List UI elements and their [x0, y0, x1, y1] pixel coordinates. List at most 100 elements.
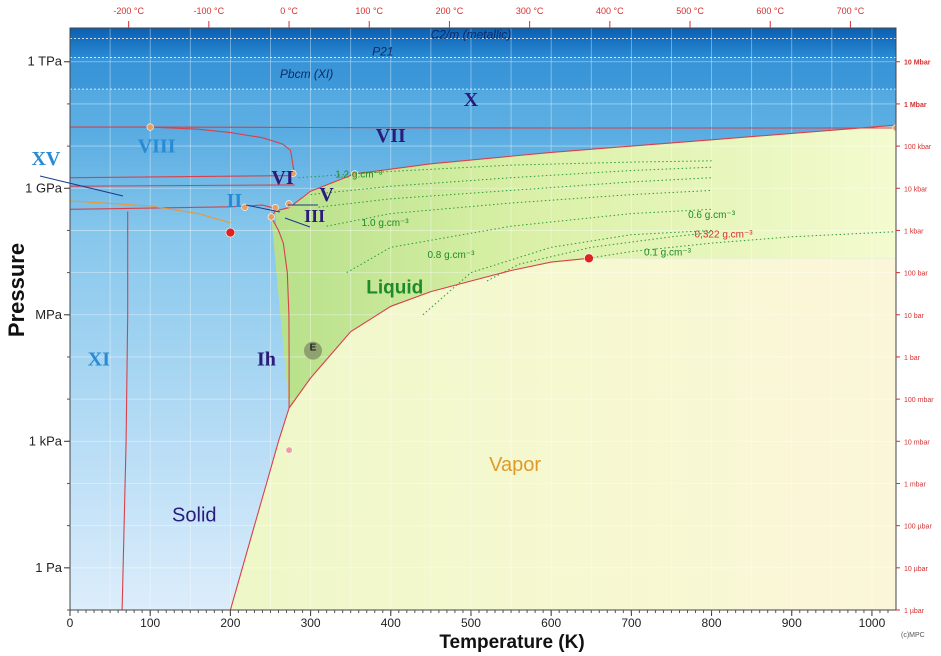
- ice-x-band: [70, 89, 896, 128]
- top-tick-label: 200 °C: [436, 6, 464, 16]
- phase-points: [146, 123, 896, 454]
- point-triple-viii-vii: [289, 169, 297, 178]
- density-isochore: [318, 177, 712, 208]
- density-isochore: [422, 229, 712, 316]
- right-tick-label: 10 Mbar: [904, 60, 931, 67]
- x-tick-label: 900: [782, 616, 802, 630]
- ii-pointer: [245, 204, 281, 213]
- grid-lines: [70, 28, 896, 610]
- region-label-xi: XI: [88, 348, 110, 370]
- right-tick-label: 100 µbar: [904, 524, 932, 531]
- x-tick-label: 1000: [859, 616, 886, 630]
- credit-label: (c)MPC: [901, 632, 925, 639]
- region-label-liquid: Liquid: [366, 278, 423, 299]
- plot-frame: [69, 27, 897, 611]
- x-tick-label: 300: [301, 616, 321, 630]
- region-label-e: E: [310, 343, 317, 354]
- boundary-viii-vii: [150, 126, 296, 175]
- top-tick-label: 400 °C: [596, 6, 624, 16]
- region-label-vii: VII: [376, 125, 406, 147]
- region-label-solid: Solid: [172, 504, 216, 526]
- right-tick-label: 1 µbar: [904, 608, 925, 615]
- boundary-ii-boundary: [70, 204, 279, 210]
- region-label-ii: II: [227, 190, 243, 212]
- density-label: 1.2 g.cm⁻³: [335, 170, 383, 181]
- region-label-xv: XV: [31, 148, 60, 170]
- top-tick-label: 500 °C: [676, 6, 704, 16]
- left-tick-label: 1 GPa: [25, 180, 63, 195]
- left-tick-label: MPa: [35, 307, 63, 322]
- iii-pointer: [284, 217, 311, 228]
- left-tick-label: 1 kPa: [29, 433, 63, 448]
- region-label-viii: VIII: [138, 135, 176, 157]
- right-tick-label: 1 kbar: [904, 228, 924, 235]
- right-tick-label: 100 kbar: [904, 144, 932, 151]
- point-triple-ih-liquid-vapor: [285, 446, 293, 454]
- boundary-melting-ih: [270, 217, 290, 408]
- x-tick-label: 100: [140, 616, 160, 630]
- right-tick-label: 10 mbar: [904, 439, 930, 446]
- y-axis-title: Pressure: [4, 243, 29, 337]
- boundary-xv-viii: [70, 175, 295, 179]
- boundary-vii-x: [70, 126, 896, 129]
- point-e-marker: [303, 341, 322, 360]
- pbcm-band: [70, 57, 896, 90]
- axis-ticks: 0 100 200 300 400 500 600 700 800 900 1000 -200 °C -…: [25, 6, 934, 630]
- point-triple-vi-vii-liquid: [351, 170, 359, 178]
- density-label: 0.6 g.cm⁻³: [688, 210, 736, 221]
- density-isochore: [346, 208, 712, 274]
- density-isochores: [298, 160, 896, 316]
- right-tick-label: 100 bar: [904, 271, 928, 278]
- density-label: 0.8 g.cm⁻³: [427, 250, 475, 261]
- point-x-end: [892, 124, 896, 132]
- region-label-c2m: C2/m (metallic): [431, 28, 512, 42]
- right-tick-label: 10 kbar: [904, 186, 928, 193]
- x-tick-label: 500: [461, 616, 481, 630]
- density-label: 0.1 g.cm⁻³: [644, 248, 692, 259]
- xv-pointer: [39, 175, 124, 197]
- top-tick-label: 300 °C: [516, 6, 544, 16]
- density-labels: 1.2 g.cm⁻³ 1.0 g.cm⁻³ 0.8 g.cm⁻³ 0.6 g.cm⁻³…: [335, 170, 753, 261]
- x-axis-title: Temperature (K): [439, 632, 584, 653]
- region-label-iii: III: [304, 206, 325, 226]
- vapor-region-fill: [230, 258, 896, 610]
- boundary-vaporization: [288, 257, 589, 409]
- point-triple-vii-x: [146, 123, 154, 131]
- point-triple-v-vi-liquid: [285, 200, 293, 208]
- x-tick-label: 800: [702, 616, 722, 630]
- boundary-sublimation: [229, 407, 290, 610]
- top-tick-label: 600 °C: [756, 6, 784, 16]
- density-isochore: [486, 232, 712, 282]
- density-isochore: [298, 160, 712, 179]
- right-tick-label: 1 bar: [904, 355, 921, 362]
- boundary-xi-ih: [121, 211, 129, 610]
- region-label-vapor: Vapor: [489, 454, 541, 476]
- metallic-band: [70, 28, 896, 58]
- x-tick-label: 600: [541, 616, 561, 630]
- region-label-x: X: [464, 89, 479, 111]
- left-tick-label: 1 Pa: [35, 560, 63, 575]
- top-tick-label: 100 °C: [355, 6, 383, 16]
- plot-area: [70, 28, 896, 610]
- right-tick-label: 10 bar: [904, 313, 925, 320]
- x-tick-label: 400: [381, 616, 401, 630]
- point-triple-ih-iii-liquid: [267, 213, 275, 221]
- x-tick-label: 700: [621, 616, 641, 630]
- boundary-xv-vi: [70, 184, 295, 187]
- density-label: 0,322 g.cm⁻³: [695, 230, 754, 241]
- density-label: 1.0 g.cm⁻³: [362, 218, 410, 229]
- right-tick-label: 1 Mbar: [904, 102, 927, 109]
- point-critical-point: [584, 253, 594, 264]
- density-isochore: [588, 231, 896, 259]
- band-divider-lines: [70, 38, 896, 90]
- point-triple-iii-v-liquid: [271, 204, 279, 212]
- boundary-metastable: [70, 200, 231, 224]
- region-label-ih: Ih: [257, 348, 276, 370]
- density-isochore: [310, 166, 712, 196]
- right-tick-label: 10 µbar: [904, 566, 929, 573]
- right-tick-label: 100 mbar: [904, 397, 934, 404]
- top-tick-label: 700 °C: [837, 6, 865, 16]
- region-label-v: V: [319, 184, 334, 206]
